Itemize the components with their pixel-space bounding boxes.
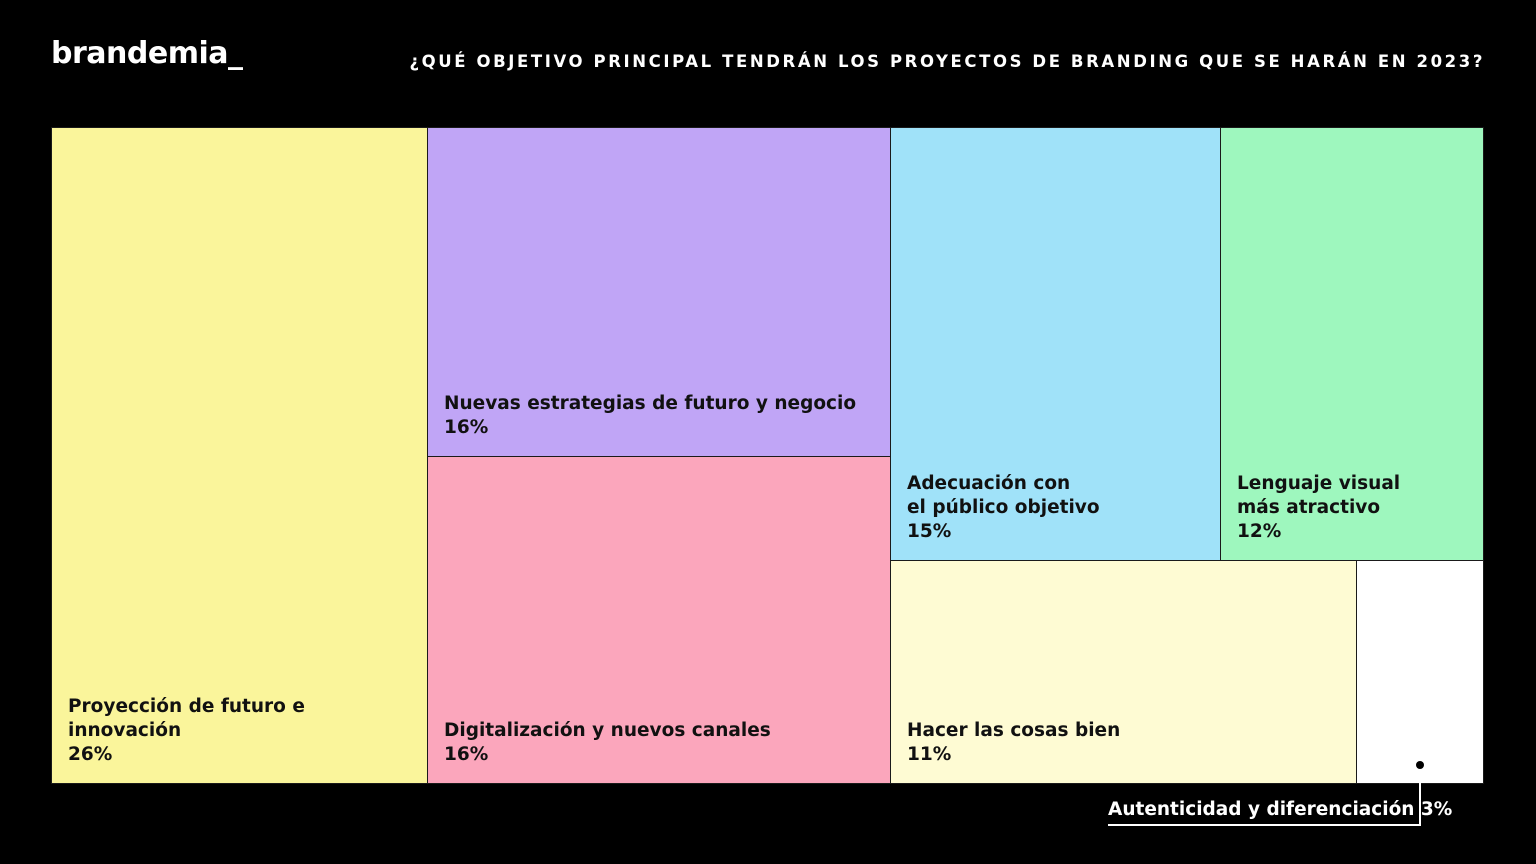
tile-label: Adecuación con el público objetivo 15%	[907, 473, 1100, 542]
tile-label: Proyección de futuro e innovación 26%	[68, 696, 305, 765]
tile-lenguaje-visual: Lenguaje visual más atractivo 12%	[1220, 127, 1484, 561]
tile-autenticidad	[1356, 560, 1484, 784]
tile-label: Hacer las cosas bien 11%	[907, 720, 1121, 765]
tile-label: Digitalización y nuevos canales 16%	[444, 720, 771, 765]
tile-nuevas-estrategias: Nuevas estrategias de futuro y negocio 1…	[427, 127, 891, 457]
callout-label-autenticidad: Autenticidad y diferenciación 3%	[1108, 799, 1453, 820]
treemap-chart: Proyección de futuro e innovación 26% Nue…	[51, 127, 1484, 784]
tile-hacer-cosas-bien: Hacer las cosas bien 11%	[890, 560, 1357, 784]
tile-digitalizacion: Digitalización y nuevos canales 16%	[427, 456, 891, 784]
tile-label: Nuevas estrategias de futuro y negocio 1…	[444, 393, 857, 438]
tile-label: Lenguaje visual más atractivo 12%	[1237, 473, 1401, 542]
brand-logo: brandemia_	[51, 36, 243, 71]
callout-dot	[1416, 761, 1424, 769]
callout-underline	[1108, 824, 1421, 826]
chart-title: ¿QUÉ OBJETIVO PRINCIPAL TENDRÁN LOS PROY…	[409, 52, 1485, 71]
tile-adecuacion: Adecuación con el público objetivo 15%	[890, 127, 1221, 561]
callout-vertical-line	[1419, 764, 1421, 826]
tile-proyeccion: Proyección de futuro e innovación 26%	[51, 127, 428, 784]
